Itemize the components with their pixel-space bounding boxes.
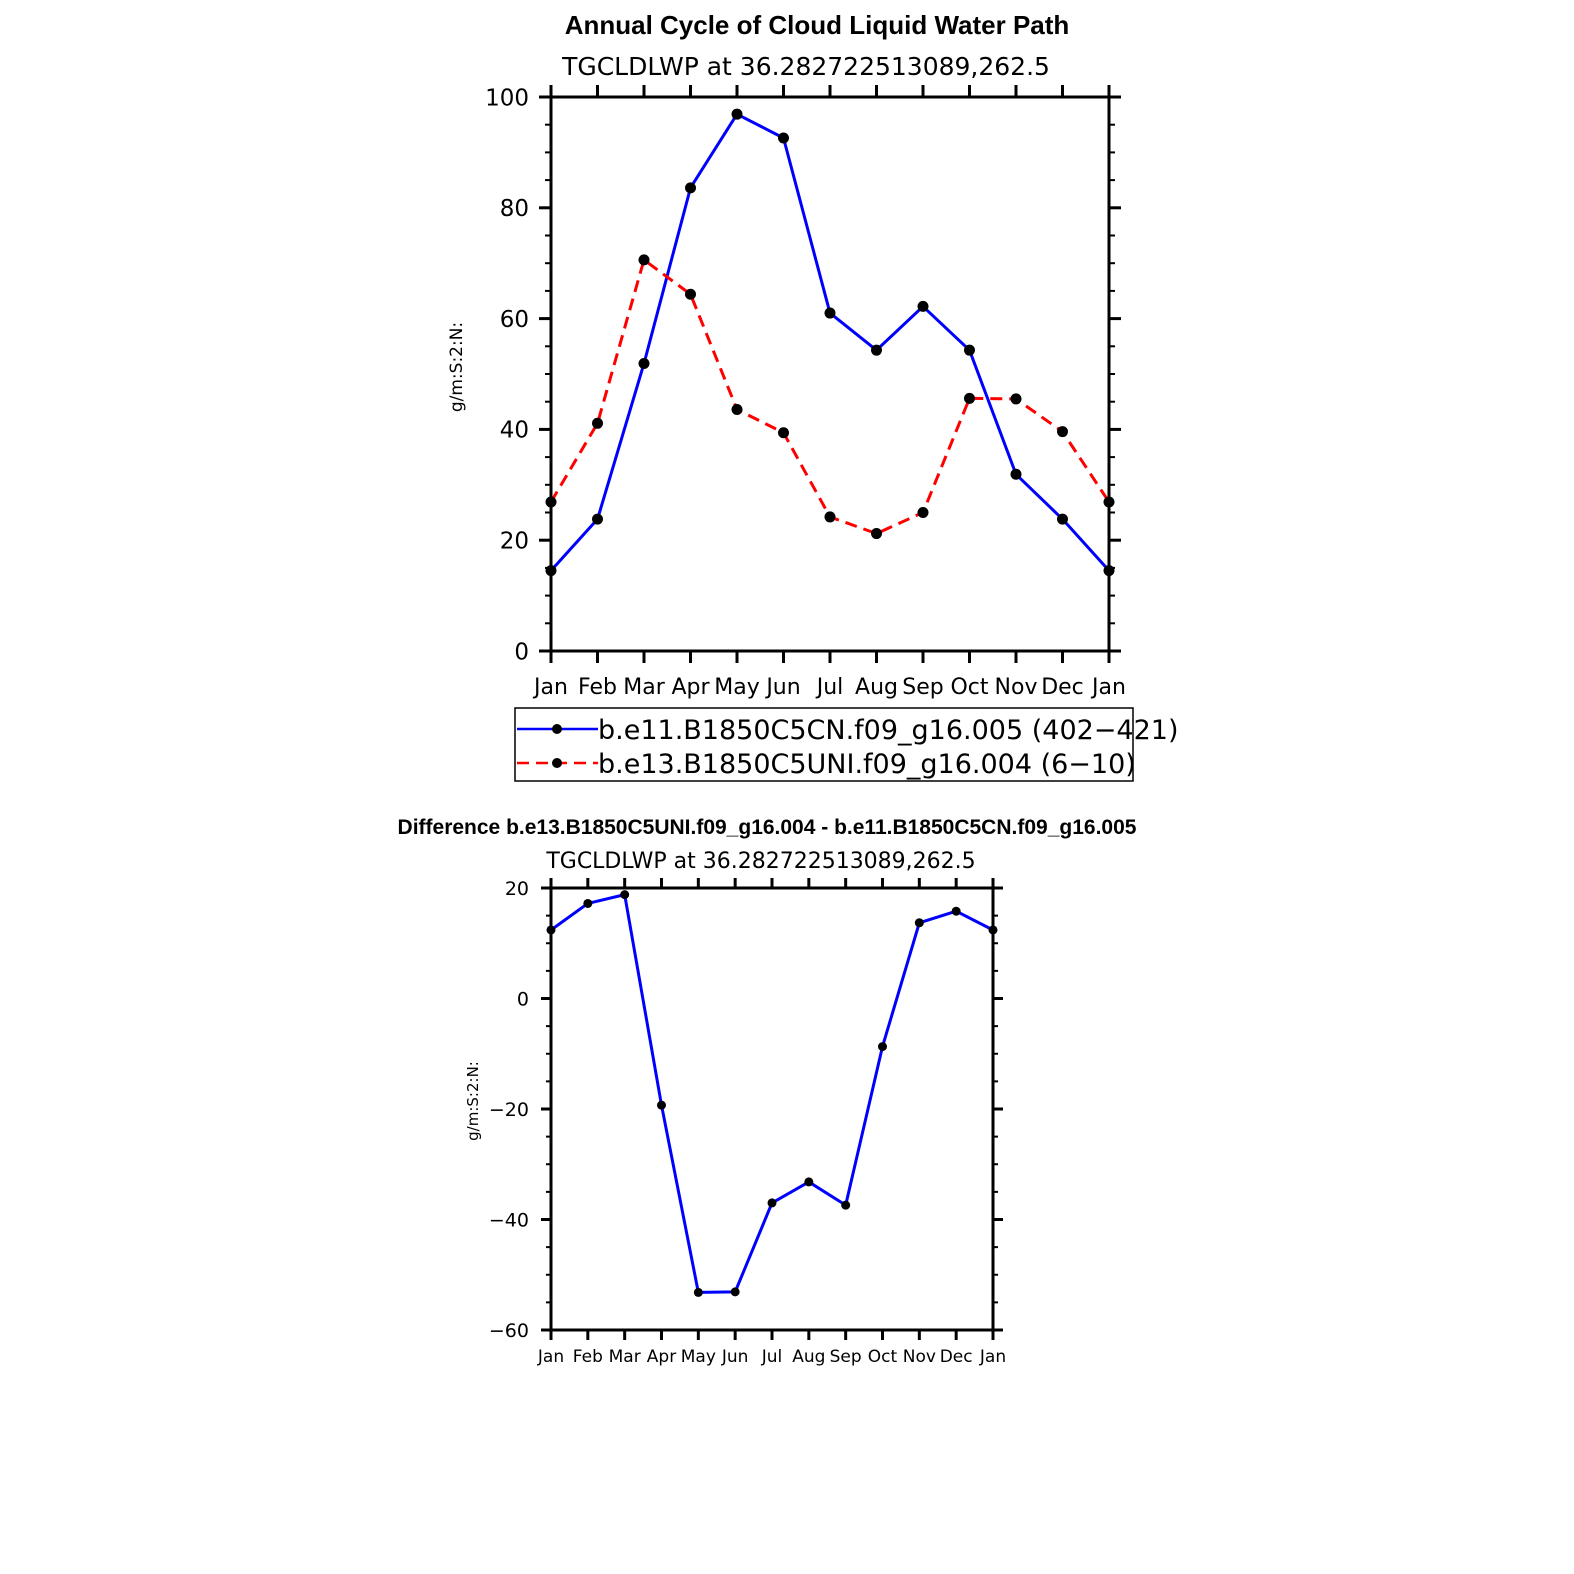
top-series-1-point [592,417,603,429]
bottom-x-tick-label: Mar [609,1347,641,1367]
top-chart-title: Annual Cycle of Cloud Liquid Water Path [565,10,1070,40]
top-series-1-point [1103,496,1115,508]
top-series-0-point [1057,513,1068,525]
bottom-series-0-point [914,918,924,928]
top-series-1-point [545,496,557,508]
top-series-0-point [917,300,929,312]
top-series-1-point [685,288,696,300]
bottom-series-0-point [583,898,593,908]
top-y-tick-label: 60 [500,307,529,333]
top-x-tick-label: Mar [623,675,665,700]
legend-marker-control [552,724,562,734]
bottom-series-line-0 [550,893,994,1294]
bottom-series-0-point [620,890,630,900]
legend-box [514,707,1134,782]
bottom-chart-plot: Jan Feb Mar Apr May Jun Jul Aug Sep Oct Nov Dec Jan−… [489,878,1006,1367]
top-series-0-point [871,344,882,356]
top-x-tick-label: Jun [764,675,800,700]
top-series-0-point [778,132,789,144]
top-series-0-point [1103,565,1115,577]
top-series-1-point [1057,426,1068,438]
bottom-x-tick-label: Dec [940,1347,973,1367]
bottom-x-tick-label: Oct [868,1347,898,1367]
top-plot-frame [549,95,1111,653]
bottom-y-tick-label: −40 [489,1209,529,1231]
bottom-chart-subtitle: TGCLDLWP at 36.282722513089,262.5 [545,849,975,874]
top-x-tick-label: Jan [532,675,568,700]
bottom-series-0-point [657,1100,666,1110]
top-series-1-point [871,528,882,540]
legend-marker-experiment [552,758,562,768]
bottom-plot-frame [549,886,995,1332]
top-series-0-point [685,182,696,194]
bottom-y-tick-label: −20 [489,1099,529,1121]
top-x-tick-label: Oct [950,675,988,700]
top-chart-subtitle: TGCLDLWP at 36.282722513089,262.5 [561,52,1050,81]
bottom-series-0-point [804,1177,814,1187]
top-x-tick-label: Sep [902,675,943,700]
top-series-0-point [824,307,836,319]
bottom-y-tick-label: 20 [505,878,529,900]
bottom-series-0-point [878,1042,887,1052]
top-y-tick-label: 40 [500,418,529,444]
top-chart-plot: Jan Feb Mar Apr May Jun Jul Aug Sep Oct Nov Dec Jan0… [485,85,1126,700]
bottom-series-0-point [546,925,556,935]
bottom-y-axis-label: g/m:S:2:N: [464,1061,482,1141]
bottom-series-0-point [988,925,998,935]
top-x-tick-label: Jan [1090,675,1126,700]
top-x-tick-label: Feb [578,675,617,700]
top-series-1-point [638,254,650,266]
bottom-series-0-point [693,1287,703,1297]
bottom-y-tick-label: 0 [517,988,529,1010]
bottom-x-tick-label: May [681,1347,716,1367]
top-series-1-point [964,392,975,404]
bottom-x-tick-label: Apr [647,1347,676,1367]
top-series-1-point [824,511,836,523]
top-x-tick-label: Dec [1041,675,1084,700]
top-x-tick-label: Jul [815,675,844,700]
bottom-x-tick-label: Feb [573,1347,603,1367]
top-series-0-point [592,513,603,525]
bottom-series-0-point [951,906,961,916]
top-y-tick-label: 20 [500,528,529,554]
top-y-tick-label: 80 [500,196,529,222]
bottom-x-tick-label: Aug [792,1347,825,1367]
bottom-y-tick-label: −60 [489,1320,529,1342]
top-x-tick-label: May [714,675,759,700]
bottom-x-tick-label: Jun [721,1347,749,1367]
bottom-series-0-point [841,1200,851,1210]
top-series-0-point [731,108,743,120]
top-y-tick-label: 100 [485,85,529,111]
legend: b.e11.B1850C5CN.f09_g16.005 (402−421) b.… [514,707,1179,782]
bottom-x-tick-label: Sep [830,1347,862,1367]
top-series-0-point [545,565,557,577]
top-x-tick-label: Nov [995,675,1038,700]
top-x-tick-label: Aug [855,675,898,700]
bottom-x-tick-label: Jan [537,1347,564,1367]
top-series-0-point [964,344,975,356]
top-series-line-0 [549,112,1111,572]
top-x-tick-label: Apr [671,675,710,700]
top-series-0-point [1010,468,1022,480]
bottom-series-0-point [730,1287,740,1297]
top-series-0-point [638,357,650,369]
bottom-series-0-point [767,1198,777,1208]
bottom-x-tick-label: Jan [979,1347,1006,1367]
bottom-chart-title: Difference b.e13.B1850C5UNI.f09_g16.004 … [398,816,1137,839]
bottom-x-tick-label: Nov [903,1347,936,1367]
legend-label-experiment: b.e13.B1850C5UNI.f09_g16.004 (6−10) [598,749,1136,780]
top-y-tick-label: 0 [514,639,529,665]
top-series-1-point [1010,393,1022,405]
legend-label-control: b.e11.B1850C5CN.f09_g16.005 (402−421) [598,715,1179,746]
top-series-1-point [778,427,789,439]
bottom-x-tick-label: Jul [761,1347,783,1367]
top-y-axis-label: g/m:S:2:N: [447,322,467,412]
top-series-1-point [917,507,929,518]
top-series-1-point [731,403,743,415]
